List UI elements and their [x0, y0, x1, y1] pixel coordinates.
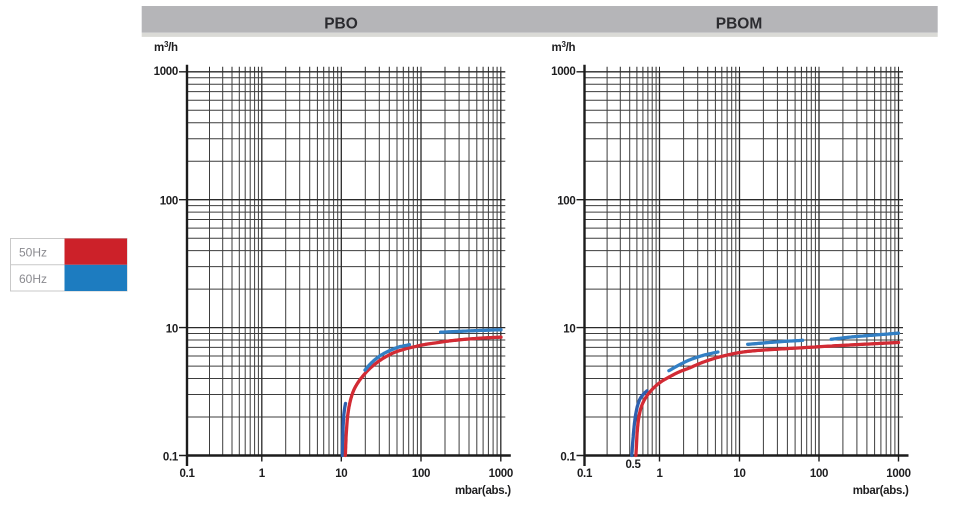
svg-text:1000: 1000: [154, 66, 178, 78]
svg-text:50Hz: 50Hz: [19, 246, 47, 260]
svg-text:m3/h: m3/h: [154, 40, 178, 54]
svg-text:0.1: 0.1: [179, 468, 195, 480]
svg-text:1: 1: [656, 468, 663, 480]
svg-text:0.1: 0.1: [577, 468, 593, 480]
svg-text:PBO: PBO: [324, 16, 358, 33]
svg-text:100: 100: [160, 196, 178, 208]
svg-text:10: 10: [335, 468, 347, 480]
svg-text:60Hz: 60Hz: [19, 272, 47, 286]
svg-text:PBOM: PBOM: [716, 16, 763, 33]
svg-text:1000: 1000: [489, 468, 513, 480]
svg-text:10: 10: [166, 323, 178, 335]
svg-text:10: 10: [563, 323, 575, 335]
svg-text:mbar(abs.): mbar(abs.): [455, 485, 511, 497]
svg-text:100: 100: [557, 196, 575, 208]
svg-text:mbar(abs.): mbar(abs.): [853, 485, 909, 497]
svg-text:1000: 1000: [886, 468, 910, 480]
svg-text:m3/h: m3/h: [552, 40, 576, 54]
svg-text:1000: 1000: [551, 66, 575, 78]
svg-text:100: 100: [810, 468, 828, 480]
svg-text:0.1: 0.1: [560, 451, 576, 463]
svg-text:1: 1: [259, 468, 266, 480]
svg-text:0.5: 0.5: [625, 459, 641, 471]
svg-text:10: 10: [733, 468, 745, 480]
svg-text:100: 100: [412, 468, 430, 480]
svg-text:0.1: 0.1: [163, 451, 179, 463]
